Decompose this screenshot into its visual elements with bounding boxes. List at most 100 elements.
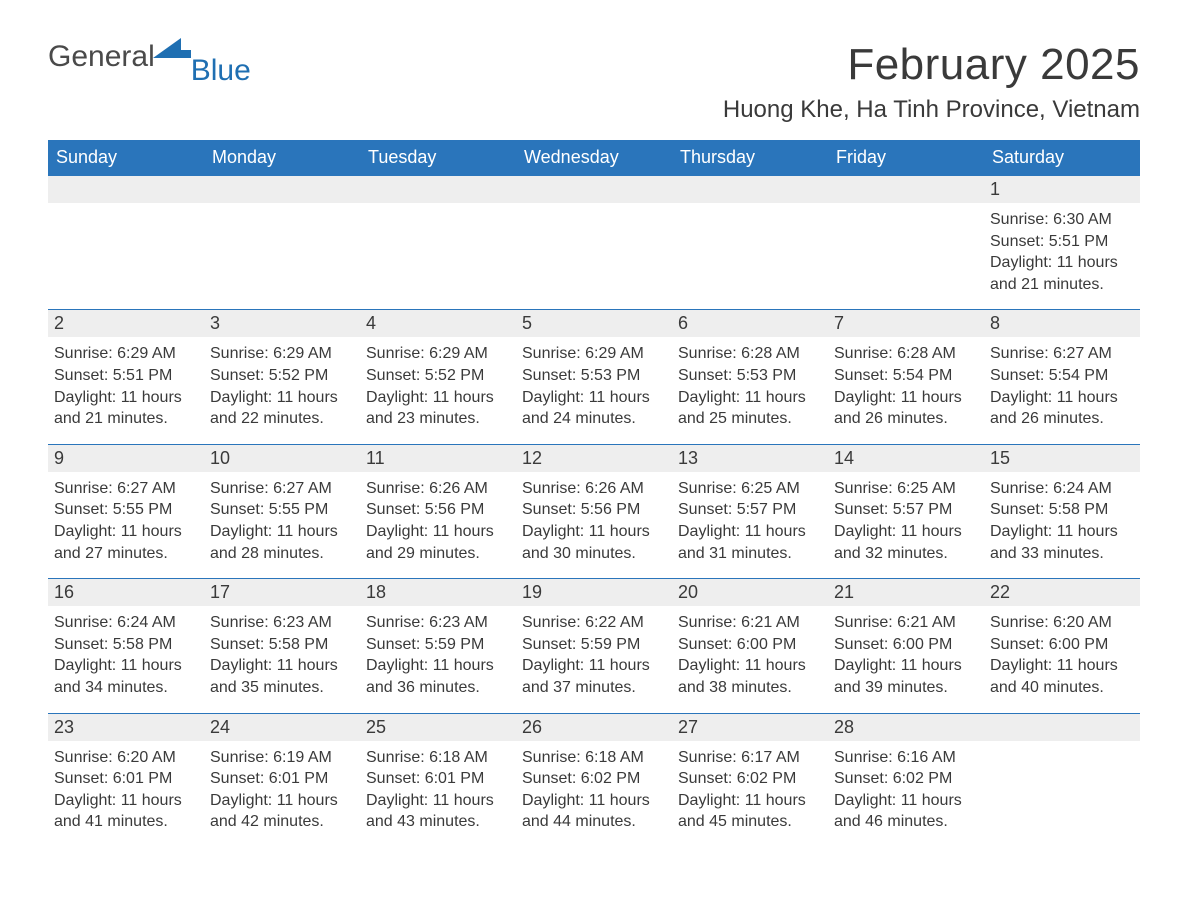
daylight-text: Daylight: 11 hours and 33 minutes.	[990, 521, 1134, 564]
daylight-text: Daylight: 11 hours and 45 minutes.	[678, 790, 822, 833]
day-number: 2	[48, 310, 204, 337]
sunset-text: Sunset: 5:53 PM	[678, 365, 822, 387]
calendar-day: 17Sunrise: 6:23 AMSunset: 5:58 PMDayligh…	[204, 579, 360, 712]
sunrise-text: Sunrise: 6:18 AM	[522, 747, 666, 769]
calendar-day: 18Sunrise: 6:23 AMSunset: 5:59 PMDayligh…	[360, 579, 516, 712]
day-number: 5	[516, 310, 672, 337]
day-details: Sunrise: 6:21 AMSunset: 6:00 PMDaylight:…	[672, 606, 828, 698]
sunrise-text: Sunrise: 6:25 AM	[834, 478, 978, 500]
day-number: 11	[360, 445, 516, 472]
sunset-text: Sunset: 5:59 PM	[366, 634, 510, 656]
daylight-text: Daylight: 11 hours and 28 minutes.	[210, 521, 354, 564]
calendar-week: 1Sunrise: 6:30 AMSunset: 5:51 PMDaylight…	[48, 176, 1140, 309]
daylight-text: Daylight: 11 hours and 36 minutes.	[366, 655, 510, 698]
daylight-text: Daylight: 11 hours and 35 minutes.	[210, 655, 354, 698]
logo-mark-icon	[153, 34, 193, 68]
daylight-text: Daylight: 11 hours and 40 minutes.	[990, 655, 1134, 698]
sunrise-text: Sunrise: 6:28 AM	[834, 343, 978, 365]
day-details: Sunrise: 6:25 AMSunset: 5:57 PMDaylight:…	[672, 472, 828, 564]
day-of-week-header: Sunday Monday Tuesday Wednesday Thursday…	[48, 140, 1140, 176]
calendar-day: 2Sunrise: 6:29 AMSunset: 5:51 PMDaylight…	[48, 310, 204, 443]
sunset-text: Sunset: 5:52 PM	[366, 365, 510, 387]
day-number: 22	[984, 579, 1140, 606]
day-number: 23	[48, 714, 204, 741]
daylight-text: Daylight: 11 hours and 21 minutes.	[990, 252, 1134, 295]
calendar-day: 5Sunrise: 6:29 AMSunset: 5:53 PMDaylight…	[516, 310, 672, 443]
day-details: Sunrise: 6:21 AMSunset: 6:00 PMDaylight:…	[828, 606, 984, 698]
calendar-week: 9Sunrise: 6:27 AMSunset: 5:55 PMDaylight…	[48, 444, 1140, 578]
daylight-text: Daylight: 11 hours and 46 minutes.	[834, 790, 978, 833]
dow-tuesday: Tuesday	[360, 140, 516, 176]
daylight-text: Daylight: 11 hours and 43 minutes.	[366, 790, 510, 833]
day-details: Sunrise: 6:19 AMSunset: 6:01 PMDaylight:…	[204, 741, 360, 833]
calendar-day: 11Sunrise: 6:26 AMSunset: 5:56 PMDayligh…	[360, 445, 516, 578]
logo: General Blue	[48, 40, 259, 74]
day-number: 3	[204, 310, 360, 337]
sunset-text: Sunset: 6:00 PM	[678, 634, 822, 656]
calendar-day	[204, 176, 360, 309]
calendar-day: 3Sunrise: 6:29 AMSunset: 5:52 PMDaylight…	[204, 310, 360, 443]
day-details: Sunrise: 6:26 AMSunset: 5:56 PMDaylight:…	[516, 472, 672, 564]
day-details: Sunrise: 6:17 AMSunset: 6:02 PMDaylight:…	[672, 741, 828, 833]
calendar-day: 10Sunrise: 6:27 AMSunset: 5:55 PMDayligh…	[204, 445, 360, 578]
weeks-container: 1Sunrise: 6:30 AMSunset: 5:51 PMDaylight…	[48, 176, 1140, 847]
calendar: Sunday Monday Tuesday Wednesday Thursday…	[48, 140, 1140, 847]
calendar-day: 25Sunrise: 6:18 AMSunset: 6:01 PMDayligh…	[360, 714, 516, 847]
day-details: Sunrise: 6:28 AMSunset: 5:54 PMDaylight:…	[828, 337, 984, 429]
calendar-day: 23Sunrise: 6:20 AMSunset: 6:01 PMDayligh…	[48, 714, 204, 847]
day-details: Sunrise: 6:18 AMSunset: 6:02 PMDaylight:…	[516, 741, 672, 833]
sunrise-text: Sunrise: 6:22 AM	[522, 612, 666, 634]
calendar-day	[516, 176, 672, 309]
day-details: Sunrise: 6:28 AMSunset: 5:53 PMDaylight:…	[672, 337, 828, 429]
sunset-text: Sunset: 5:55 PM	[54, 499, 198, 521]
day-number: 28	[828, 714, 984, 741]
day-number: 19	[516, 579, 672, 606]
day-number: 10	[204, 445, 360, 472]
calendar-week: 23Sunrise: 6:20 AMSunset: 6:01 PMDayligh…	[48, 713, 1140, 847]
sunset-text: Sunset: 6:01 PM	[366, 768, 510, 790]
sunrise-text: Sunrise: 6:24 AM	[54, 612, 198, 634]
daylight-text: Daylight: 11 hours and 30 minutes.	[522, 521, 666, 564]
sunrise-text: Sunrise: 6:21 AM	[678, 612, 822, 634]
sunset-text: Sunset: 5:54 PM	[990, 365, 1134, 387]
sunset-text: Sunset: 5:57 PM	[678, 499, 822, 521]
day-number: 25	[360, 714, 516, 741]
day-number	[828, 176, 984, 203]
dow-sunday: Sunday	[48, 140, 204, 176]
calendar-week: 2Sunrise: 6:29 AMSunset: 5:51 PMDaylight…	[48, 309, 1140, 443]
day-details: Sunrise: 6:25 AMSunset: 5:57 PMDaylight:…	[828, 472, 984, 564]
sunrise-text: Sunrise: 6:27 AM	[210, 478, 354, 500]
calendar-day	[48, 176, 204, 309]
sunrise-text: Sunrise: 6:29 AM	[54, 343, 198, 365]
calendar-day: 22Sunrise: 6:20 AMSunset: 6:00 PMDayligh…	[984, 579, 1140, 712]
calendar-day: 19 Sunrise: 6:22 AMSunset: 5:59 PMDayligh…	[516, 579, 672, 712]
dow-monday: Monday	[204, 140, 360, 176]
day-number: 1	[984, 176, 1140, 203]
calendar-day: 8Sunrise: 6:27 AMSunset: 5:54 PMDaylight…	[984, 310, 1140, 443]
sunset-text: Sunset: 5:54 PM	[834, 365, 978, 387]
day-number: 20	[672, 579, 828, 606]
day-details: Sunrise: 6:27 AMSunset: 5:54 PMDaylight:…	[984, 337, 1140, 429]
calendar-day: 1Sunrise: 6:30 AMSunset: 5:51 PMDaylight…	[984, 176, 1140, 309]
day-number: 26	[516, 714, 672, 741]
sunrise-text: Sunrise: 6:30 AM	[990, 209, 1134, 231]
calendar-day: 26Sunrise: 6:18 AMSunset: 6:02 PMDayligh…	[516, 714, 672, 847]
daylight-text: Daylight: 11 hours and 21 minutes.	[54, 387, 198, 430]
daylight-text: Daylight: 11 hours and 26 minutes.	[990, 387, 1134, 430]
day-details: Sunrise: 6:23 AMSunset: 5:58 PMDaylight:…	[204, 606, 360, 698]
day-number: 7	[828, 310, 984, 337]
sunrise-text: Sunrise: 6:20 AM	[990, 612, 1134, 634]
daylight-text: Daylight: 11 hours and 37 minutes.	[522, 655, 666, 698]
sunrise-text: Sunrise: 6:17 AM	[678, 747, 822, 769]
calendar-day: 12Sunrise: 6:26 AMSunset: 5:56 PMDayligh…	[516, 445, 672, 578]
sunrise-text: Sunrise: 6:19 AM	[210, 747, 354, 769]
day-number	[984, 714, 1140, 741]
calendar-day	[984, 714, 1140, 847]
sunrise-text: Sunrise: 6:23 AM	[210, 612, 354, 634]
daylight-text: Daylight: 11 hours and 41 minutes.	[54, 790, 198, 833]
sunset-text: Sunset: 5:59 PM	[522, 634, 666, 656]
calendar-day: 7Sunrise: 6:28 AMSunset: 5:54 PMDaylight…	[828, 310, 984, 443]
day-number: 15	[984, 445, 1140, 472]
sunset-text: Sunset: 5:52 PM	[210, 365, 354, 387]
dow-thursday: Thursday	[672, 140, 828, 176]
